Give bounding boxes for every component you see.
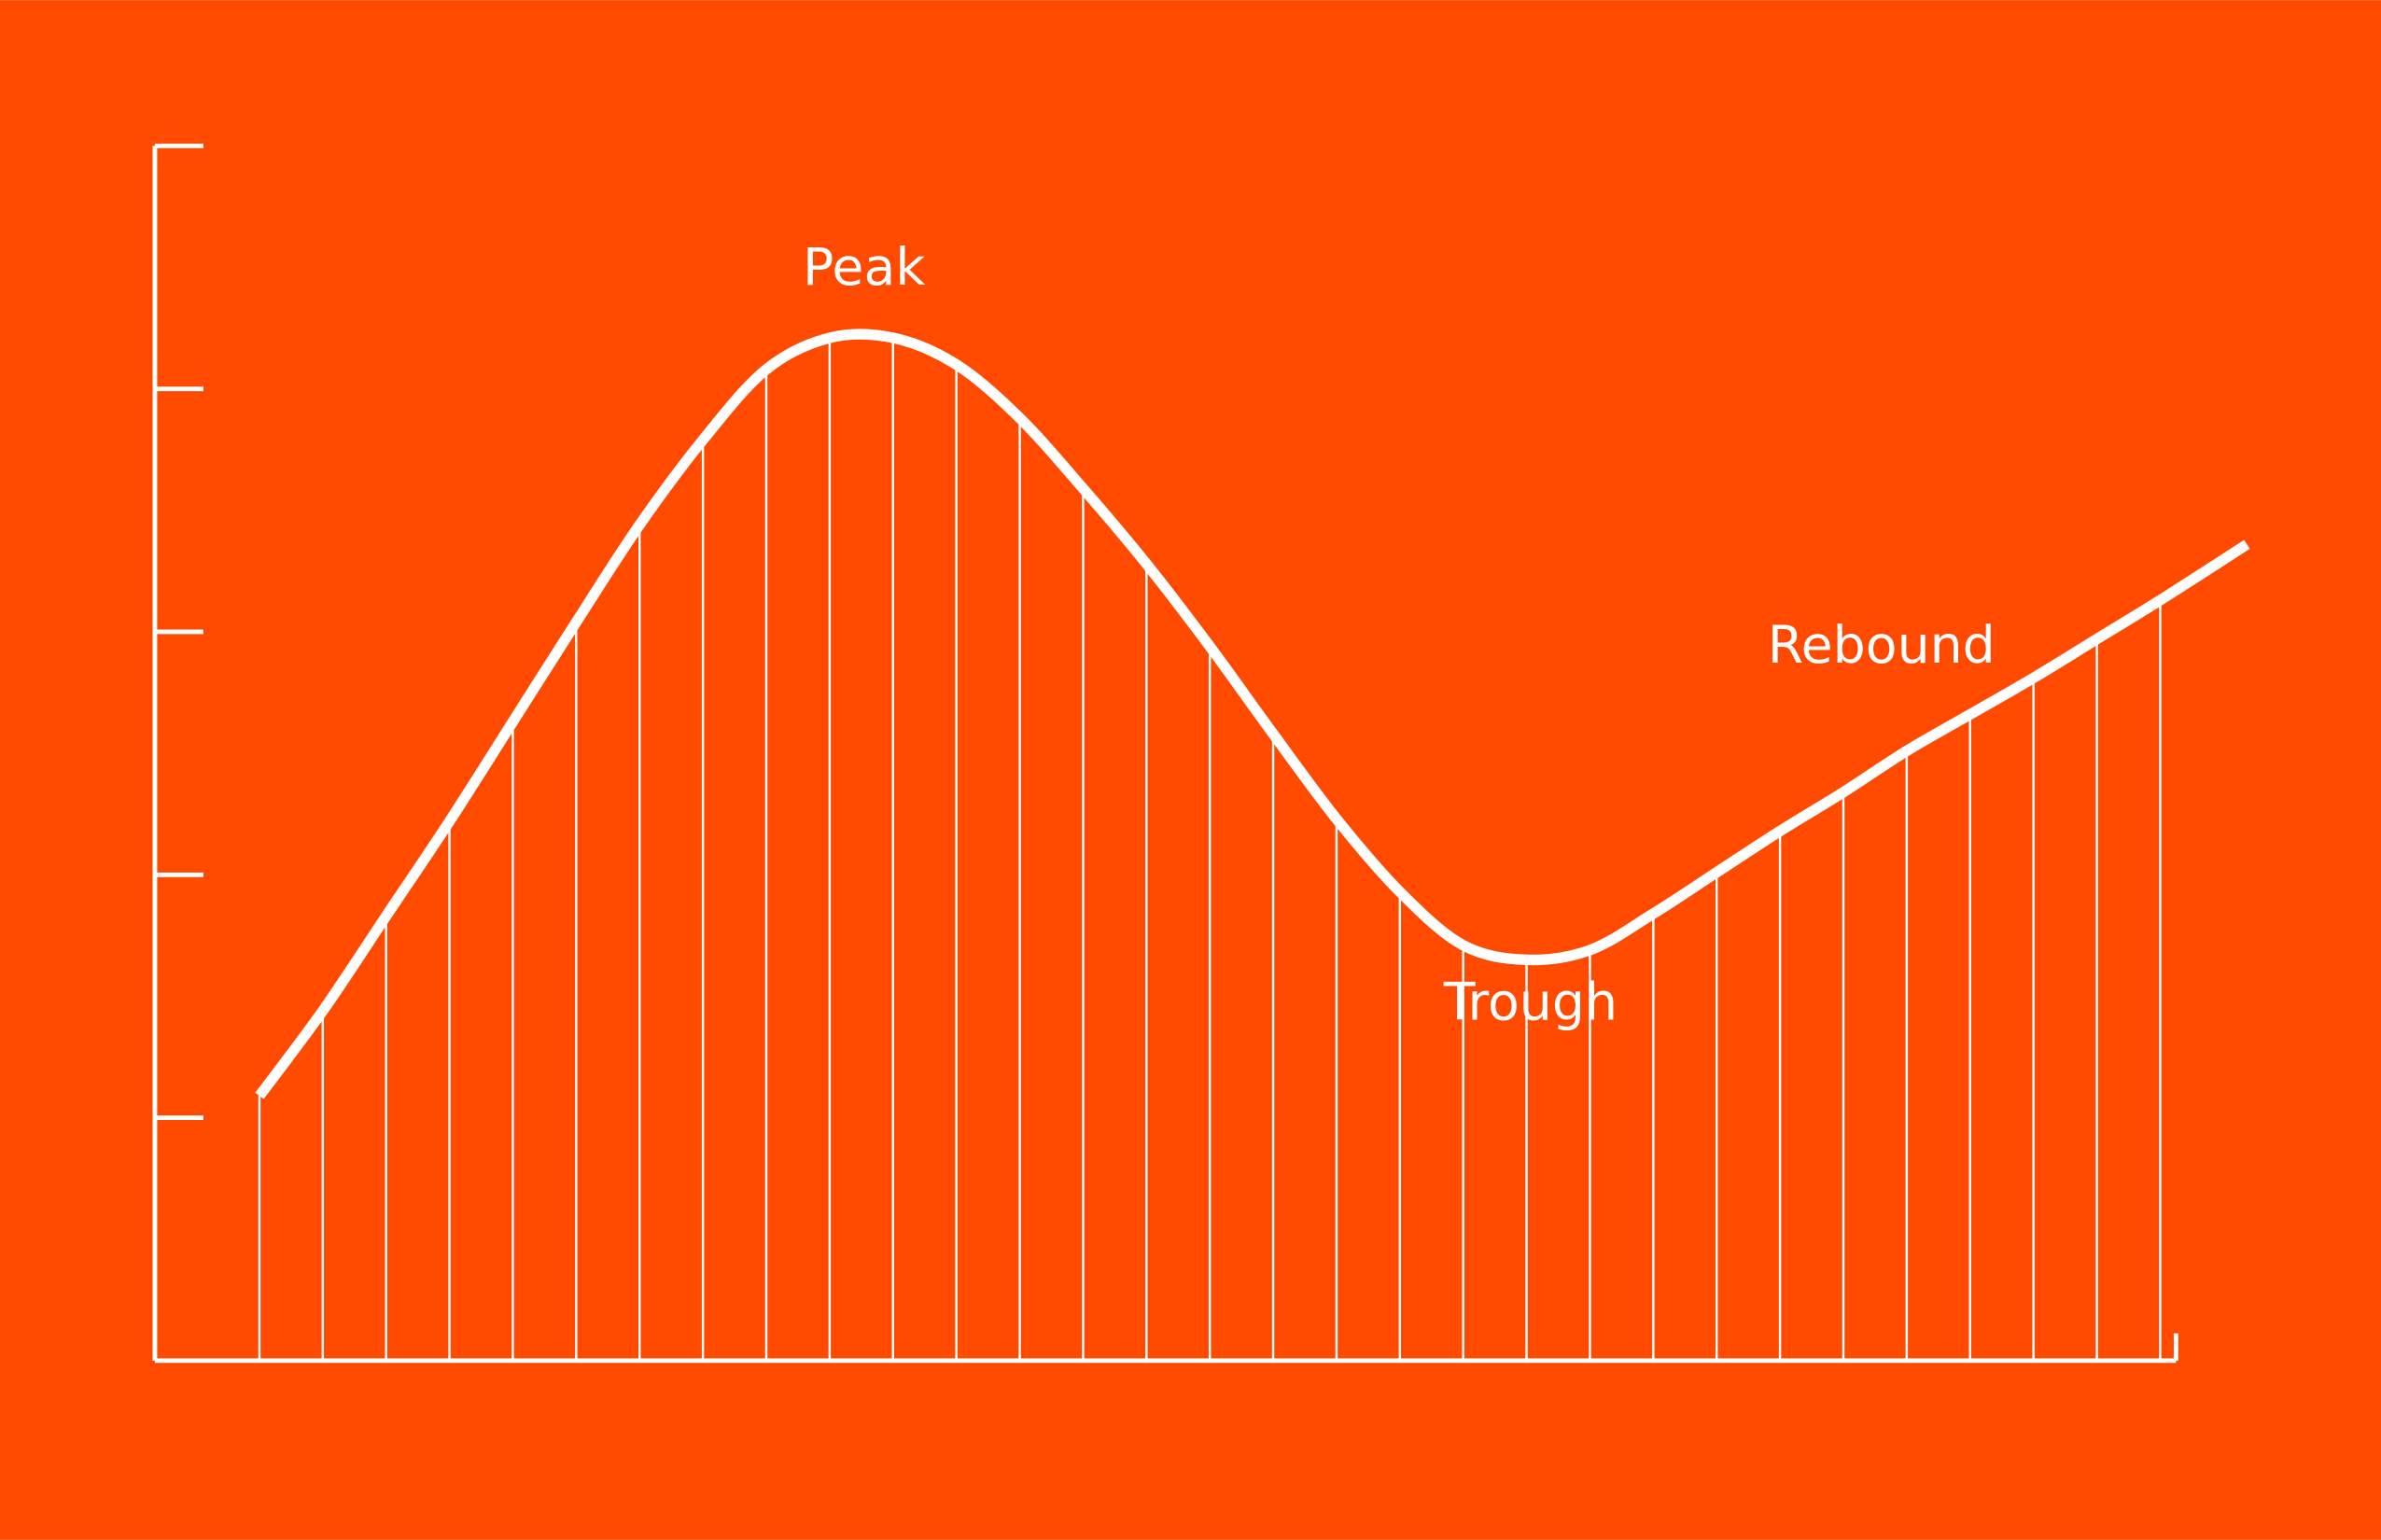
line bbox=[255, 329, 2250, 1099]
annotation: Rebound bbox=[1768, 616, 1996, 676]
annotation: Trough bbox=[1443, 973, 1618, 1032]
annotation: Peak bbox=[803, 238, 925, 298]
